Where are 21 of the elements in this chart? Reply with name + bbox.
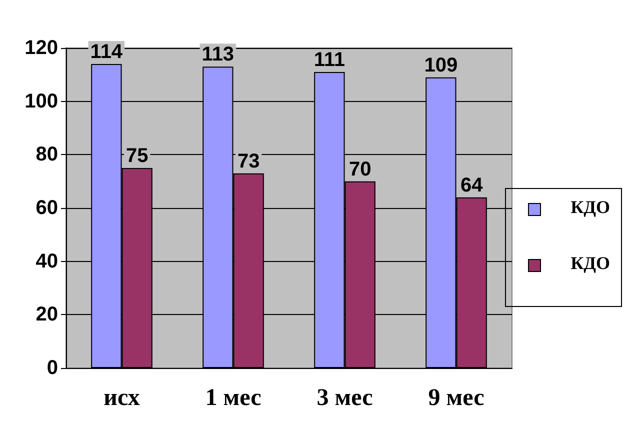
data-label: 109 [424,54,458,76]
y-tick-label: 100 [24,90,58,112]
data-label: 64 [460,174,484,196]
x-tick-label: 9 мес [428,385,485,411]
y-tick-label: 40 [36,250,58,272]
data-label: 114 [90,41,124,63]
y-tick-label: 20 [36,304,58,326]
data-label: 111 [314,49,346,71]
x-tick-label: исх [104,385,140,411]
y-tick-label: 120 [24,37,58,59]
data-label: 75 [126,145,148,167]
data-label: 73 [237,150,260,172]
y-tick-label: 80 [36,144,58,166]
y-tick-label: 60 [36,197,58,219]
x-tick-label: 1 мес [205,385,262,411]
x-tick-label: 3 мес [316,385,374,411]
legend-label: КДО [570,197,610,217]
y-tick-label: 0 [46,357,58,379]
data-label: 113 [202,44,234,66]
legend-label: КДО [570,253,610,273]
data-label: 70 [348,158,372,180]
